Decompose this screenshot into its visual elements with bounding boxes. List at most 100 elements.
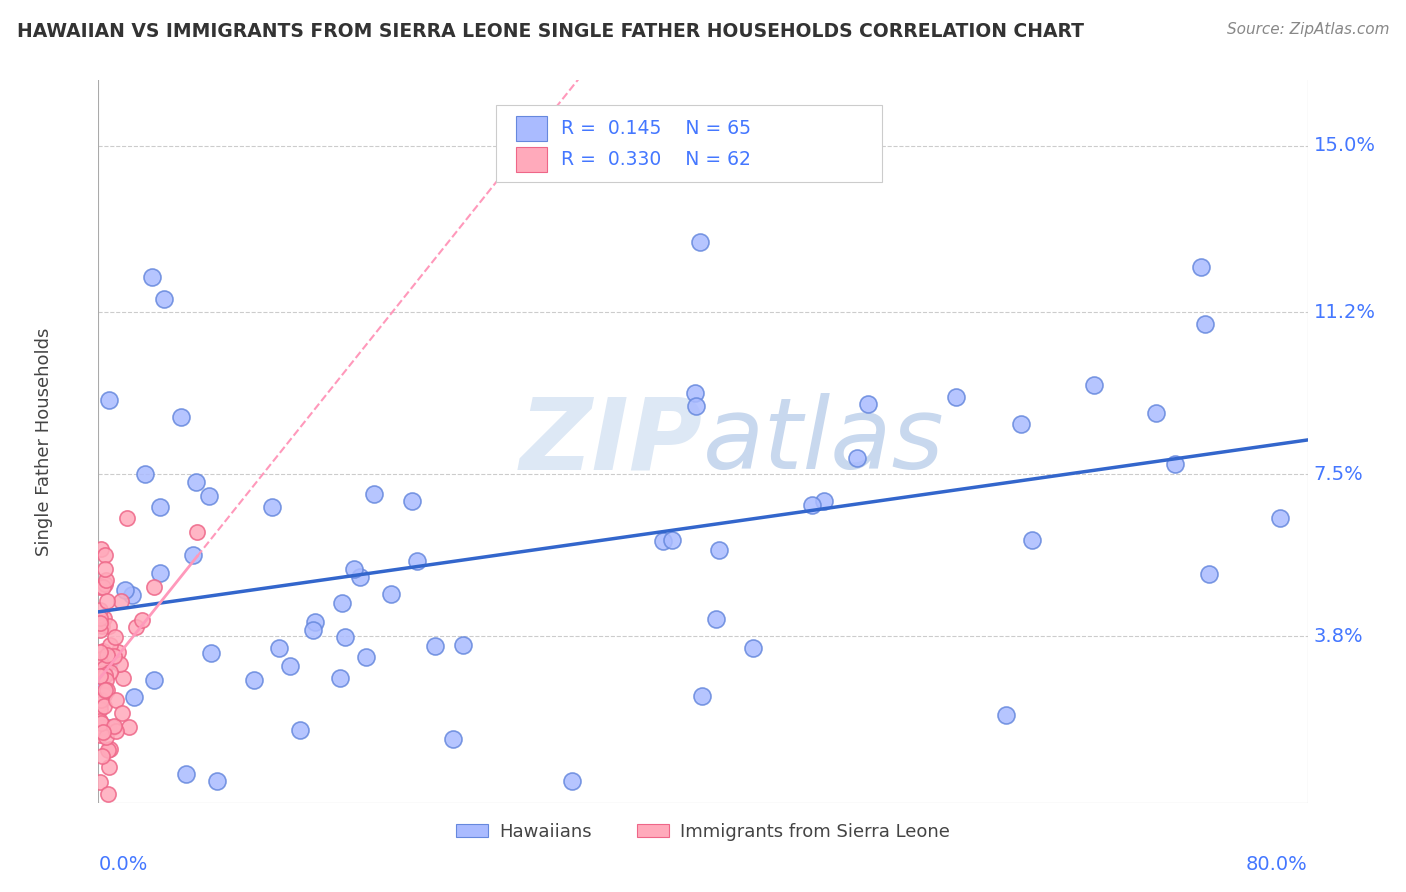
Point (94, 667, 117, 681)
Point (90, 619, 112, 633)
Point (200, 646, 222, 660)
Point (97, 721, 120, 735)
Point (97, 743, 120, 757)
Text: 15.0%: 15.0% (1313, 136, 1375, 155)
Point (302, 624, 325, 638)
Point (94, 562, 117, 576)
Point (945, 390, 967, 404)
Point (181, 549, 204, 563)
Point (343, 562, 366, 576)
Point (704, 612, 727, 626)
Point (142, 673, 165, 687)
Text: R =  0.330    N = 62: R = 0.330 N = 62 (561, 150, 751, 169)
Point (349, 570, 371, 584)
Point (661, 533, 683, 548)
Point (1010, 417, 1032, 432)
Point (98, 638, 121, 652)
Point (994, 708, 1017, 723)
Text: 0.0%: 0.0% (98, 855, 148, 874)
Point (260, 500, 283, 515)
Point (118, 720, 141, 734)
Point (267, 640, 290, 655)
Text: atlas: atlas (703, 393, 945, 490)
Point (288, 723, 311, 737)
Point (441, 731, 464, 746)
Point (186, 524, 208, 539)
Point (98, 741, 121, 756)
Point (1021, 533, 1043, 547)
Point (328, 671, 350, 685)
Point (89, 580, 111, 594)
Point (690, 689, 713, 703)
Point (380, 587, 402, 601)
Point (93, 689, 115, 703)
Point (93, 698, 115, 713)
Point (91, 662, 114, 676)
Point (1083, 378, 1105, 392)
Point (89, 611, 111, 625)
Point (91, 720, 114, 734)
Point (149, 500, 172, 514)
Point (1194, 317, 1216, 331)
Point (89, 669, 111, 683)
Point (114, 583, 136, 598)
Point (98, 654, 121, 668)
Point (91, 725, 114, 739)
Point (94, 577, 117, 591)
Text: R =  0.145    N = 65: R = 0.145 N = 65 (561, 120, 751, 138)
Point (335, 630, 357, 644)
Point (242, 673, 264, 687)
Text: 7.5%: 7.5% (1313, 465, 1364, 483)
Point (1268, 511, 1291, 525)
Point (89, 697, 111, 711)
Text: 3.8%: 3.8% (1313, 627, 1364, 646)
Point (149, 566, 172, 580)
Point (105, 724, 128, 739)
Point (89, 728, 111, 742)
Point (103, 648, 125, 663)
Point (184, 475, 207, 490)
Point (93, 611, 115, 625)
Point (91, 644, 114, 658)
Point (330, 596, 353, 610)
Text: ZIP: ZIP (520, 393, 703, 490)
Point (89, 714, 111, 728)
Point (107, 645, 129, 659)
Point (845, 451, 868, 466)
Point (94, 673, 117, 687)
Point (304, 615, 326, 629)
Point (170, 410, 193, 425)
Point (134, 467, 156, 482)
Point (96, 574, 118, 588)
Legend: Hawaiians, Immigrants from Sierra Leone: Hawaiians, Immigrants from Sierra Leone (449, 815, 957, 848)
Point (278, 658, 301, 673)
Point (1164, 457, 1187, 471)
Text: HAWAIIAN VS IMMIGRANTS FROM SIERRA LEONE SINGLE FATHER HOUSEHOLDS CORRELATION CH: HAWAIIAN VS IMMIGRANTS FROM SIERRA LEONE… (17, 22, 1084, 41)
Point (90, 749, 112, 764)
Point (153, 292, 176, 306)
Point (94, 682, 117, 697)
Point (112, 671, 135, 685)
Point (453, 638, 475, 652)
Text: 80.0%: 80.0% (1246, 855, 1308, 874)
Point (101, 720, 124, 734)
Point (89, 615, 111, 630)
Text: Source: ZipAtlas.com: Source: ZipAtlas.com (1226, 22, 1389, 37)
Point (90, 541, 112, 556)
Point (176, 766, 198, 780)
Point (197, 489, 219, 503)
Point (90, 693, 112, 707)
Point (115, 511, 138, 525)
Text: 11.2%: 11.2% (1313, 303, 1375, 322)
Point (813, 494, 835, 508)
Point (111, 706, 134, 721)
Point (96, 648, 118, 662)
Point (98, 665, 121, 679)
Point (1189, 260, 1212, 275)
Point (110, 594, 132, 608)
Point (104, 693, 127, 707)
Point (91, 681, 114, 696)
Point (93, 660, 115, 674)
Point (96, 683, 118, 698)
Point (142, 580, 165, 594)
